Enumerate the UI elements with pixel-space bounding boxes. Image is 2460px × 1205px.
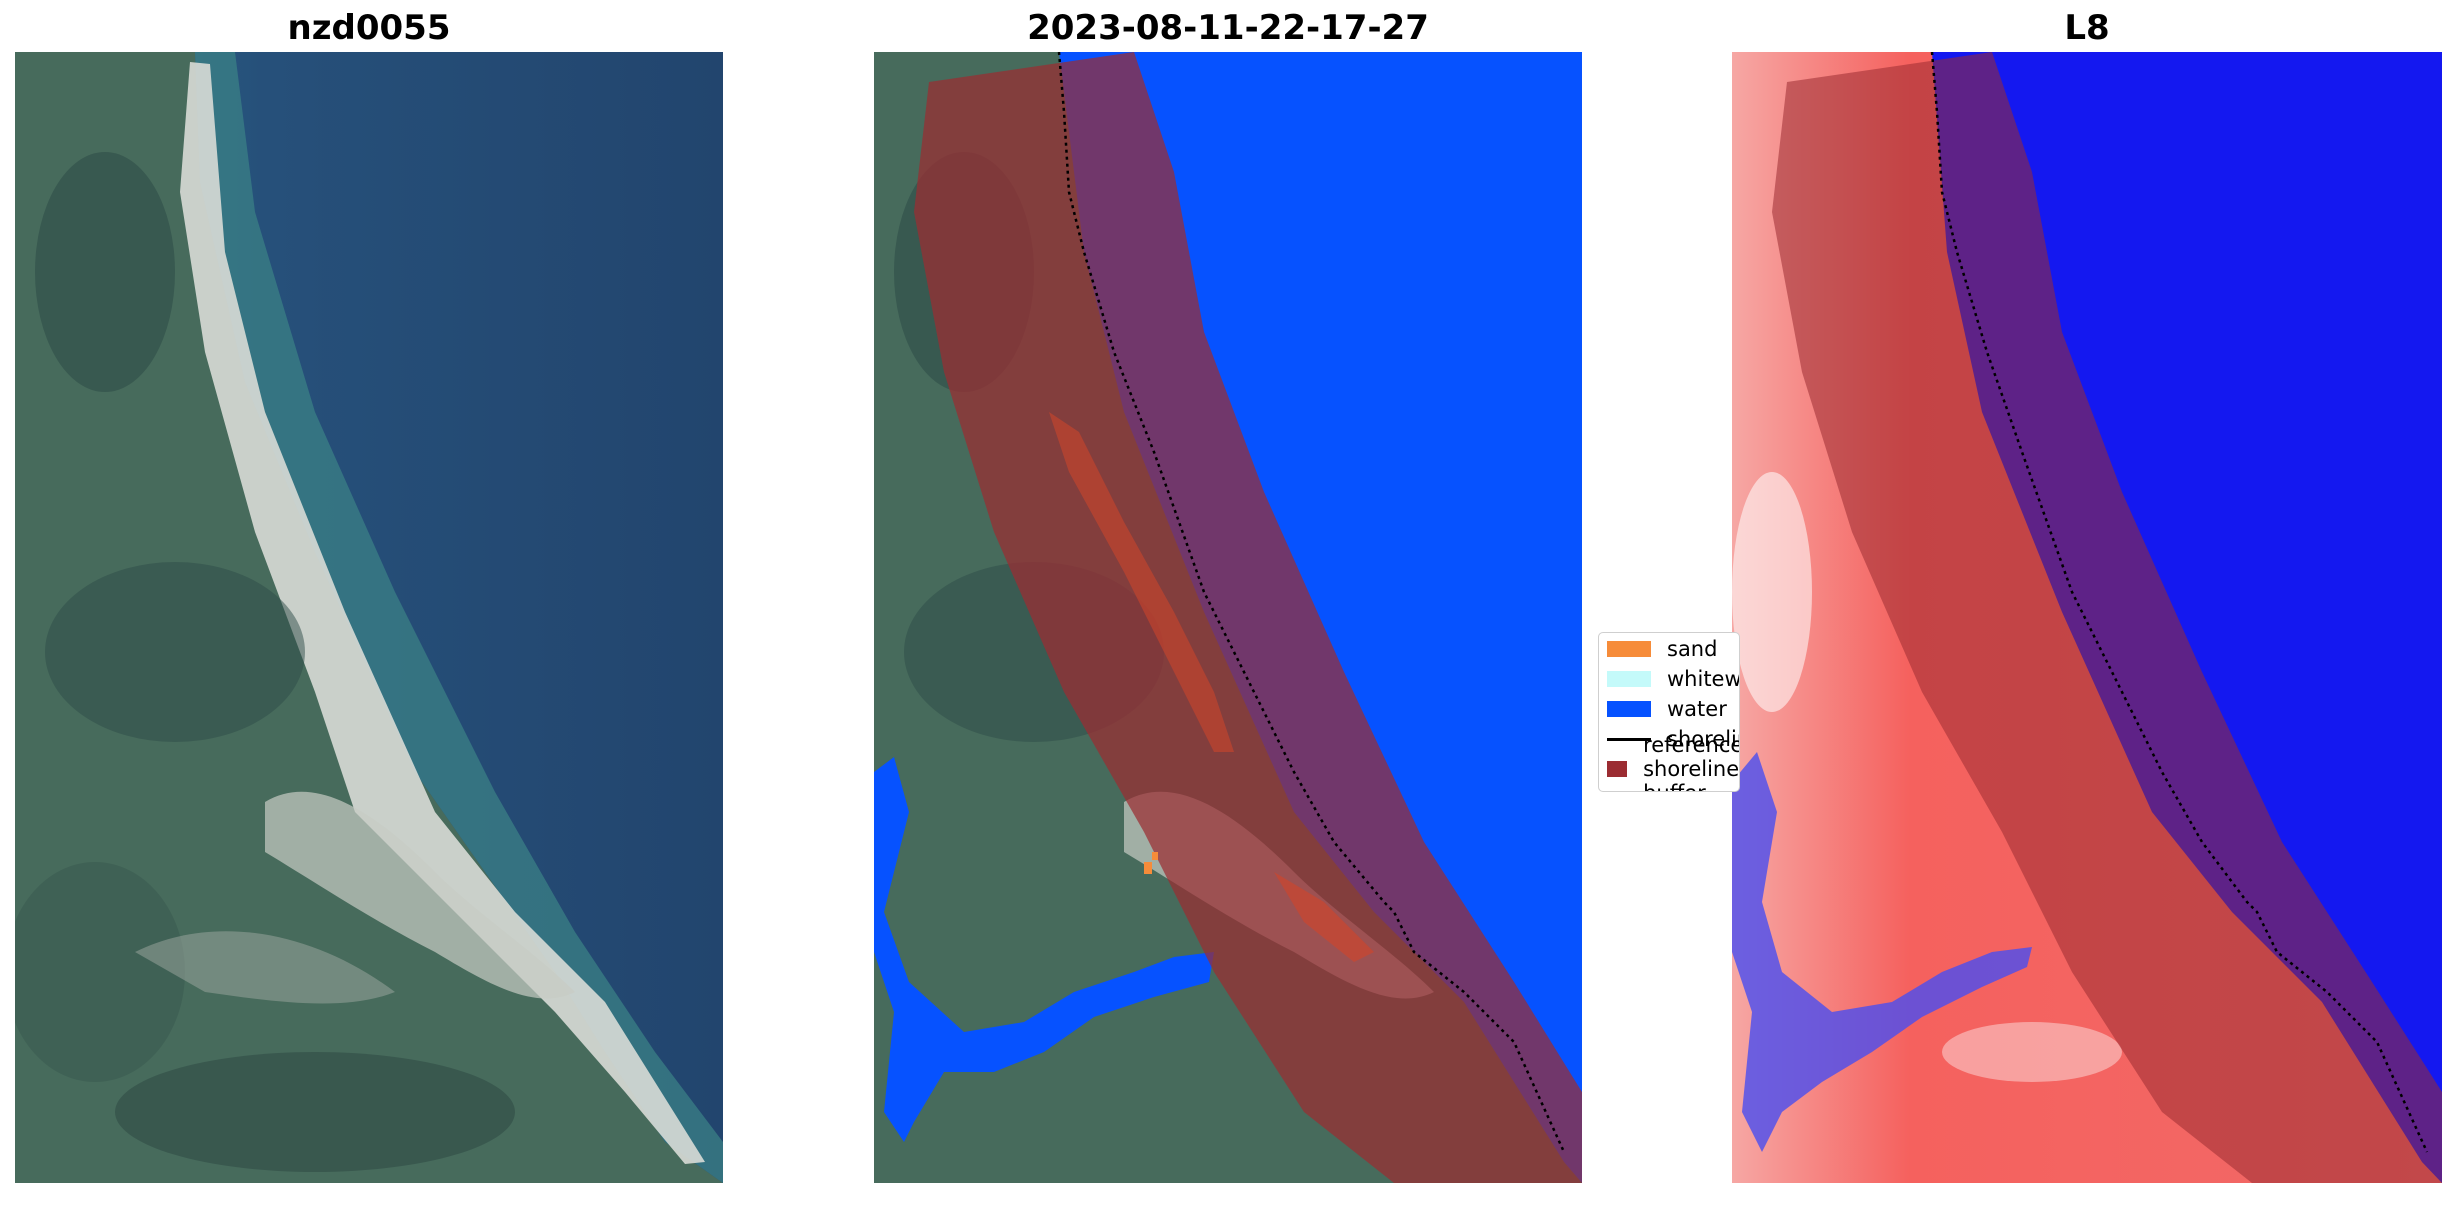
- panel-title-classification: 2023-08-11-22-17-27: [1027, 8, 1429, 48]
- legend-label-sand: sand: [1667, 637, 1718, 661]
- sand-swatch: [1607, 641, 1651, 657]
- legend: sand whitewater water shoreline referenc…: [1598, 632, 1740, 792]
- legend-item-shoreline: shoreline: [1607, 725, 1739, 753]
- index-image: [1732, 52, 2442, 1183]
- legend-label-shoreline: shoreline: [1667, 727, 1739, 751]
- legend-label-whitewater: whitewater: [1667, 667, 1740, 691]
- rgb-satellite-image: [15, 52, 723, 1183]
- legend-item-sand: sand: [1607, 635, 1717, 663]
- legend-label-water: water: [1667, 697, 1727, 721]
- whitewater-swatch: [1607, 671, 1651, 687]
- water-swatch: [1607, 701, 1651, 717]
- panel-title-index: L8: [2064, 8, 2110, 48]
- legend-item-reference: reference shoreline buffer: [1607, 733, 1739, 791]
- panel-title-rgb: nzd0055: [287, 8, 451, 48]
- legend-label-reference: reference shoreline buffer: [1643, 733, 1740, 791]
- legend-item-water: water: [1607, 695, 1727, 723]
- reference-buffer-swatch: [1607, 761, 1628, 777]
- classification-image: [874, 52, 1582, 1183]
- shoreline-line-icon: [1607, 737, 1651, 741]
- legend-item-whitewater: whitewater: [1607, 665, 1740, 693]
